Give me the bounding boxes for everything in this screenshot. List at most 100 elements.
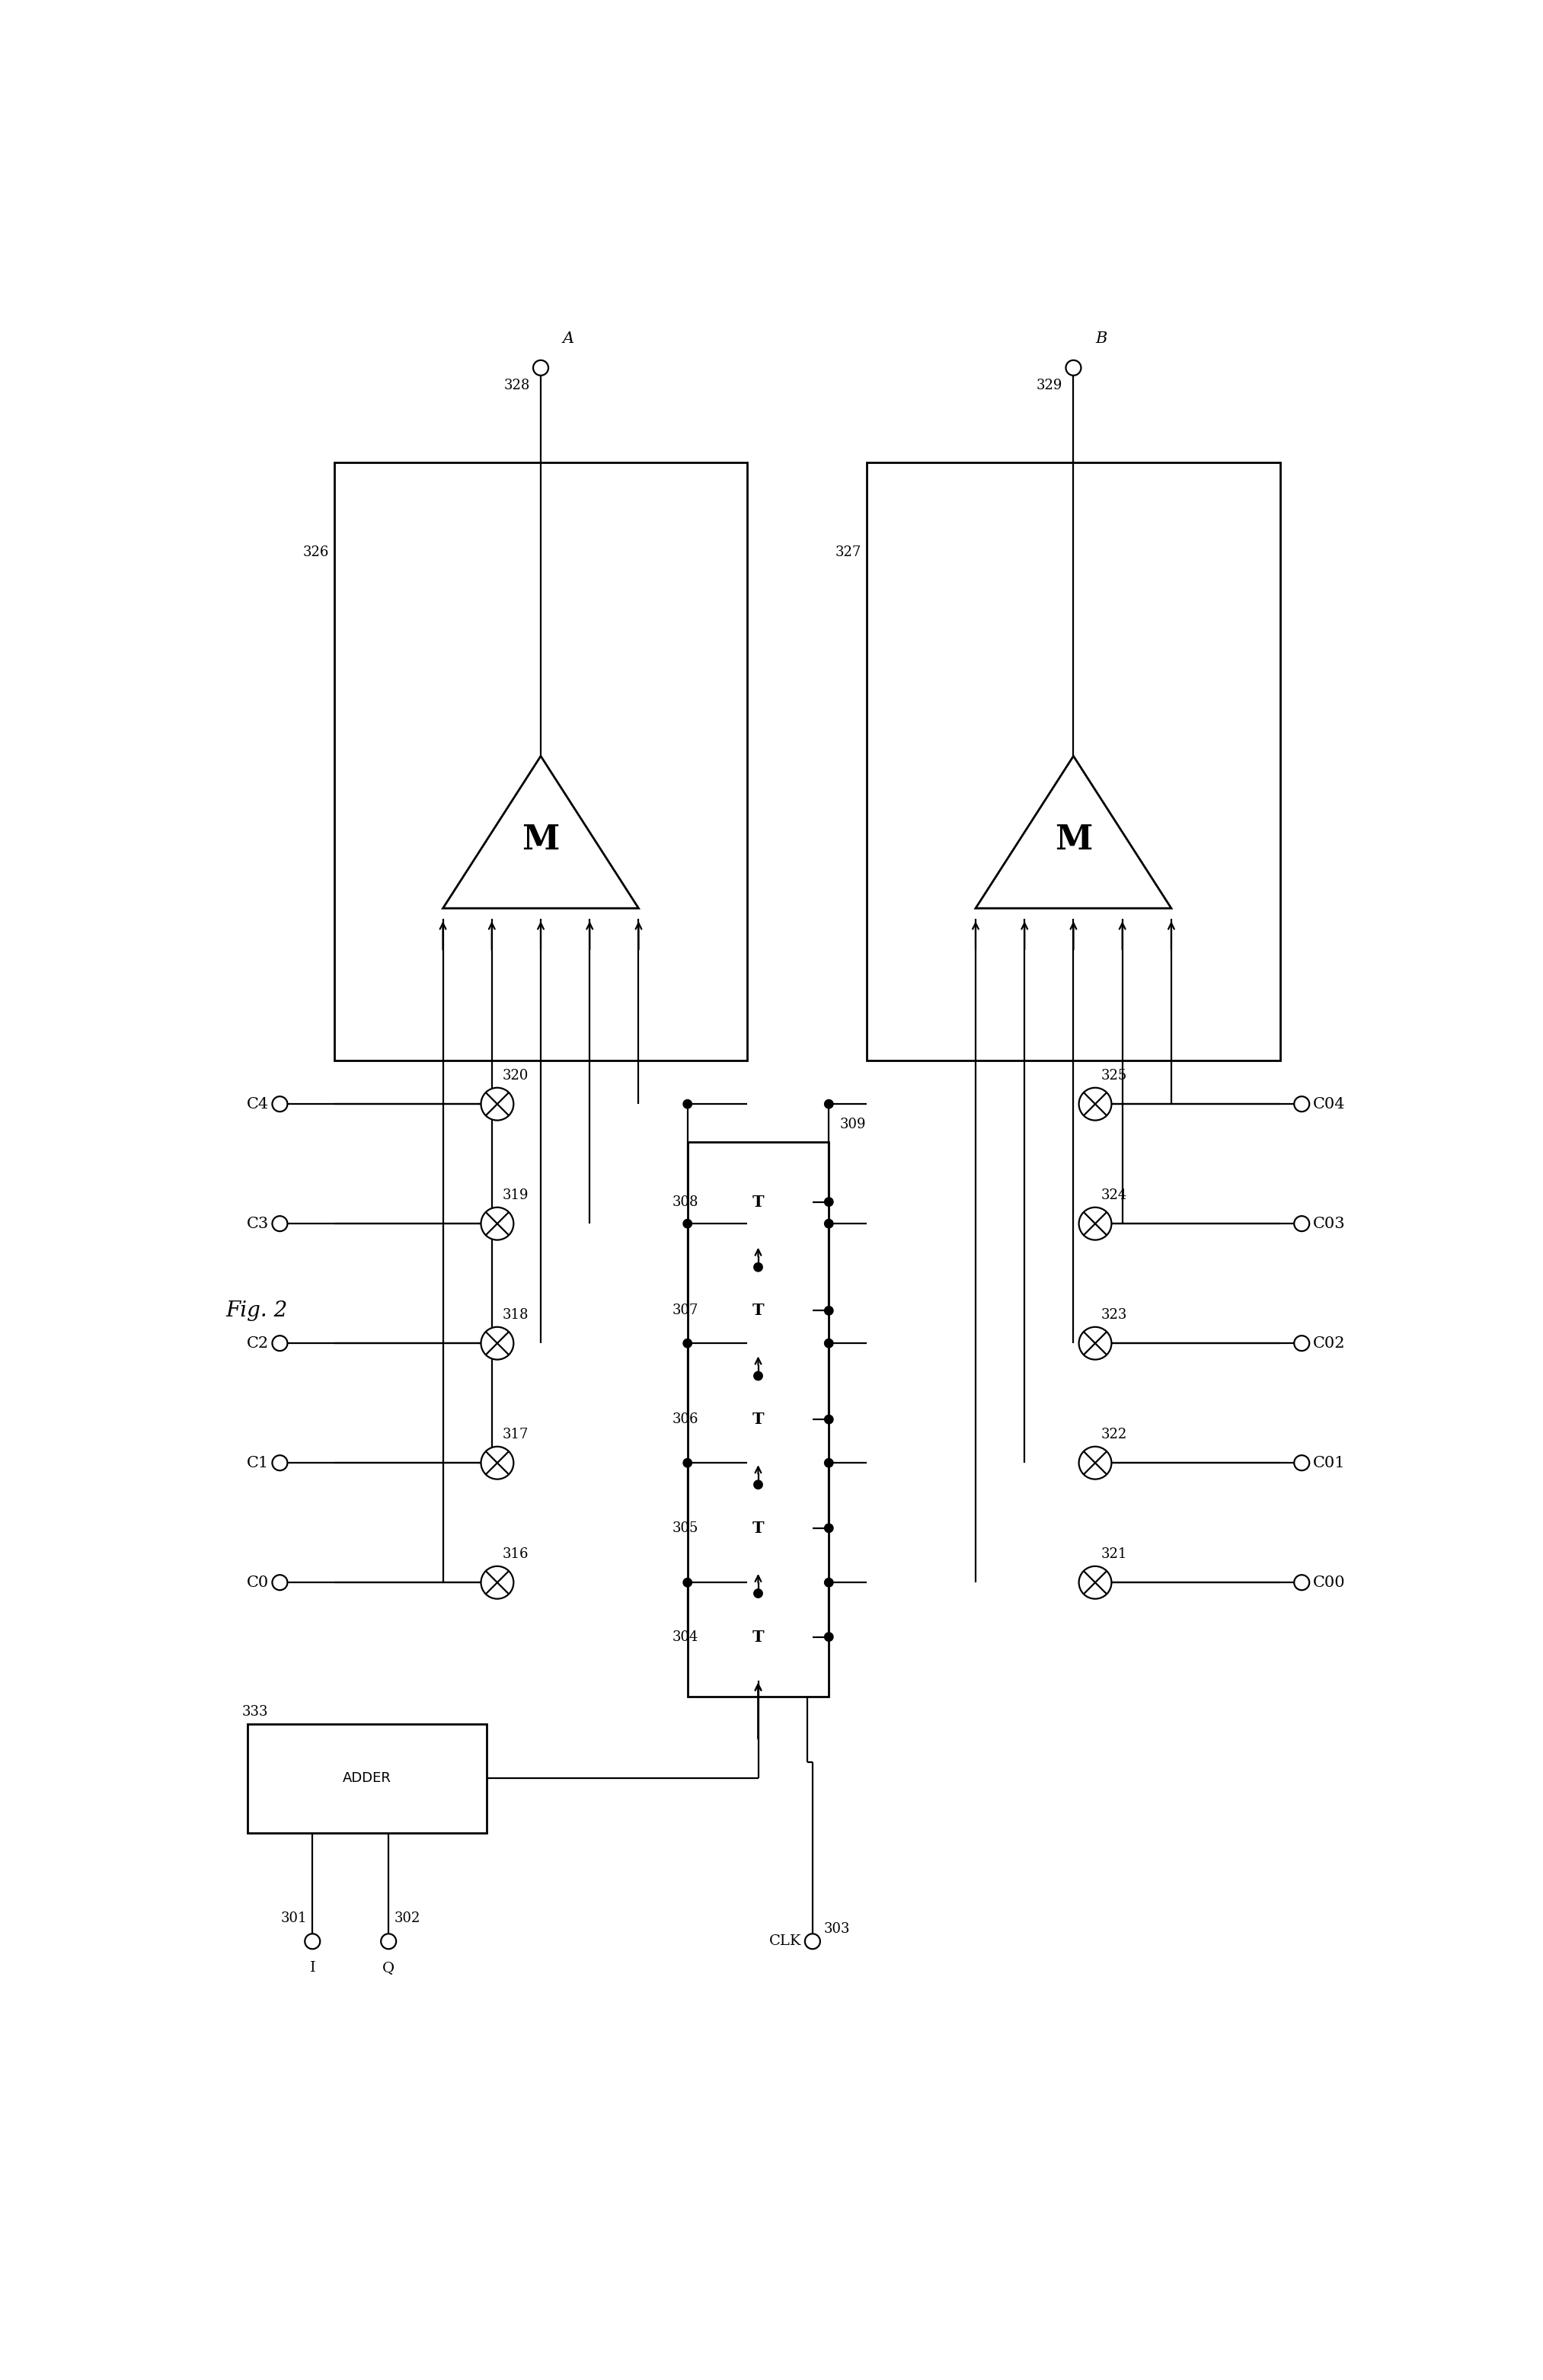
Polygon shape [443, 757, 639, 909]
Text: C04: C04 [1313, 1097, 1345, 1111]
Text: 326: 326 [302, 545, 329, 559]
Text: 308: 308 [673, 1195, 699, 1209]
Text: T: T [753, 1302, 764, 1319]
Bar [335, 462, 747, 1061]
Circle shape [824, 1578, 833, 1587]
Bar [704, 1159, 813, 1245]
Text: 319: 319 [503, 1188, 529, 1202]
Text: 328: 328 [503, 378, 529, 393]
Text: 309: 309 [839, 1119, 866, 1130]
Circle shape [481, 1566, 514, 1599]
Circle shape [684, 1100, 691, 1109]
Text: 324: 324 [1100, 1188, 1126, 1202]
Text: ADDER: ADDER [343, 1771, 390, 1785]
Text: 329: 329 [1037, 378, 1063, 393]
Circle shape [1066, 359, 1082, 376]
Circle shape [684, 1340, 691, 1347]
Text: 320: 320 [503, 1069, 529, 1083]
Circle shape [1079, 1088, 1111, 1121]
Text: C1: C1 [247, 1457, 268, 1471]
Text: T: T [753, 1195, 764, 1209]
Circle shape [481, 1088, 514, 1121]
Circle shape [1079, 1447, 1111, 1480]
Text: 301: 301 [281, 1911, 307, 1925]
Circle shape [824, 1100, 833, 1109]
Circle shape [1079, 1566, 1111, 1599]
Circle shape [684, 1578, 691, 1587]
Text: 322: 322 [1100, 1428, 1126, 1442]
Circle shape [534, 359, 548, 376]
Circle shape [1295, 1097, 1310, 1111]
Circle shape [481, 1328, 514, 1359]
Polygon shape [975, 757, 1171, 909]
Circle shape [824, 1523, 833, 1533]
Text: 327: 327 [835, 545, 861, 559]
Text: C01: C01 [1313, 1457, 1345, 1471]
Circle shape [755, 1264, 762, 1271]
Circle shape [272, 1216, 287, 1230]
Circle shape [272, 1097, 287, 1111]
Text: C03: C03 [1313, 1216, 1345, 1230]
Bar [704, 1485, 813, 1571]
Bar [704, 1592, 813, 1680]
Text: 323: 323 [1100, 1307, 1126, 1321]
Bar [247, 1723, 486, 1833]
Text: 307: 307 [673, 1304, 699, 1319]
Circle shape [824, 1197, 833, 1207]
Circle shape [1295, 1216, 1310, 1230]
Text: T: T [753, 1630, 764, 1645]
Text: M: M [1054, 823, 1092, 857]
Circle shape [684, 1459, 691, 1466]
Circle shape [481, 1447, 514, 1480]
Circle shape [684, 1219, 691, 1228]
Text: T: T [753, 1521, 764, 1535]
Bar [688, 1142, 829, 1697]
Text: Fig. 2: Fig. 2 [225, 1299, 287, 1321]
Circle shape [481, 1207, 514, 1240]
Circle shape [1295, 1335, 1310, 1352]
Circle shape [755, 1371, 762, 1380]
Text: 321: 321 [1100, 1547, 1126, 1561]
Circle shape [805, 1935, 821, 1949]
Text: CLK: CLK [770, 1935, 802, 1949]
Text: 306: 306 [673, 1414, 699, 1426]
Circle shape [1079, 1328, 1111, 1359]
Circle shape [306, 1935, 319, 1949]
Circle shape [824, 1459, 833, 1466]
Circle shape [824, 1416, 833, 1423]
Circle shape [824, 1340, 833, 1347]
Text: C00: C00 [1313, 1576, 1345, 1590]
Circle shape [272, 1335, 287, 1352]
Text: 305: 305 [673, 1521, 699, 1535]
Circle shape [824, 1219, 833, 1228]
Text: C0: C0 [247, 1576, 268, 1590]
Circle shape [824, 1307, 833, 1316]
Text: M: M [522, 823, 560, 857]
Circle shape [755, 1480, 762, 1490]
Circle shape [1079, 1207, 1111, 1240]
Text: I: I [310, 1961, 315, 1975]
Bar [704, 1376, 813, 1464]
Circle shape [1295, 1576, 1310, 1590]
Circle shape [381, 1935, 397, 1949]
Text: B: B [1096, 331, 1106, 345]
Circle shape [1295, 1454, 1310, 1471]
Circle shape [272, 1454, 287, 1471]
Text: 303: 303 [824, 1923, 850, 1935]
Text: A: A [563, 331, 574, 345]
Text: 316: 316 [503, 1547, 529, 1561]
Bar [704, 1266, 813, 1354]
Text: C3: C3 [247, 1216, 268, 1230]
Text: T: T [753, 1411, 764, 1428]
Text: 304: 304 [673, 1630, 699, 1645]
Text: C2: C2 [247, 1335, 268, 1349]
Bar [867, 462, 1281, 1061]
Circle shape [755, 1590, 762, 1597]
Text: C02: C02 [1313, 1335, 1345, 1349]
Text: 302: 302 [393, 1911, 420, 1925]
Text: C4: C4 [247, 1097, 268, 1111]
Text: 317: 317 [503, 1428, 529, 1442]
Circle shape [824, 1633, 833, 1642]
Text: Q: Q [383, 1961, 395, 1975]
Circle shape [272, 1576, 287, 1590]
